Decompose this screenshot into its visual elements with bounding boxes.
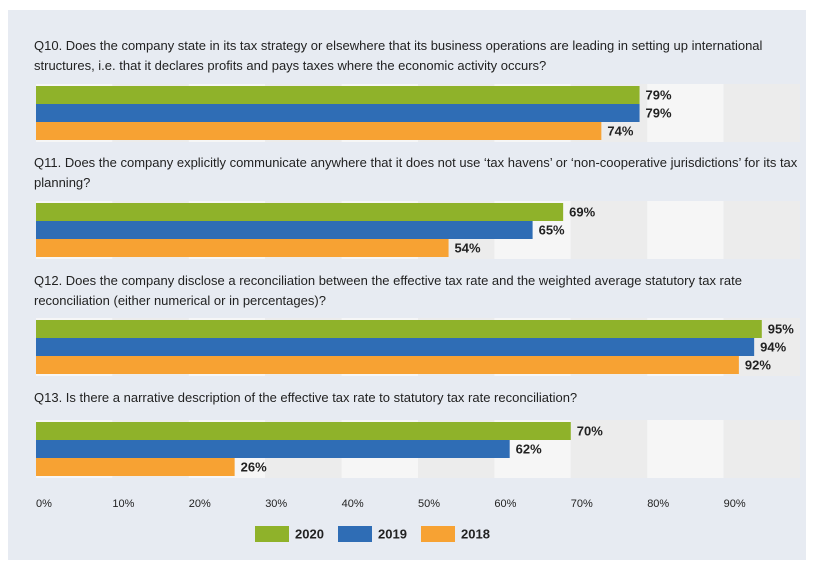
question-box: Q13. Is there a narrative description of… — [34, 390, 578, 405]
question-box: Q12. Does the company disclose a reconci… — [34, 273, 742, 308]
stripe — [570, 420, 648, 478]
value-label: 62% — [516, 441, 542, 456]
question-box: Q11. Does the company explicitly communi… — [34, 155, 798, 190]
bar — [36, 458, 235, 476]
value-label: 65% — [539, 222, 565, 237]
bar — [36, 86, 640, 104]
x-tick-label: 50% — [418, 498, 440, 510]
stripe — [723, 420, 800, 478]
question: Q10. Does the company state in its tax s… — [34, 38, 763, 73]
x-tick-label: 30% — [265, 498, 287, 510]
bar — [36, 104, 640, 122]
stripe — [647, 84, 724, 142]
bar — [36, 338, 755, 356]
bar — [36, 239, 449, 257]
legend-swatch — [255, 526, 289, 542]
x-tick-label: 20% — [189, 498, 211, 510]
x-tick-label: 0% — [36, 498, 52, 510]
value-label: 79% — [646, 87, 672, 102]
value-label: 79% — [646, 105, 672, 120]
value-label: 69% — [569, 204, 595, 219]
value-label: 54% — [455, 240, 481, 255]
question: Q12. Does the company disclose a reconci… — [34, 273, 742, 308]
x-tick-label: 70% — [571, 498, 593, 510]
x-tick-label: 90% — [724, 498, 746, 510]
stripe — [647, 201, 724, 259]
legend-label: 2020 — [295, 526, 324, 541]
legend-swatch — [338, 526, 372, 542]
x-tick-label: 80% — [647, 498, 669, 510]
x-tick-label: 40% — [342, 498, 364, 510]
bar — [36, 422, 571, 440]
bar — [36, 203, 564, 221]
x-tick-label: 60% — [494, 498, 516, 510]
stripe — [570, 201, 648, 259]
bar — [36, 440, 510, 458]
value-label: 70% — [577, 423, 603, 438]
x-tick-label: 10% — [112, 498, 134, 510]
question-box: Q10. Does the company state in its tax s… — [34, 38, 763, 73]
question: Q11. Does the company explicitly communi… — [34, 155, 798, 190]
question: Q13. Is there a narrative description of… — [34, 390, 578, 405]
stripe — [723, 84, 800, 142]
legend-swatch — [421, 526, 455, 542]
value-label: 94% — [760, 339, 786, 354]
legend-label: 2018 — [461, 526, 490, 541]
value-label: 92% — [745, 357, 771, 372]
bar — [36, 320, 762, 338]
bar — [36, 221, 533, 239]
value-label: 26% — [241, 459, 267, 474]
bar — [36, 356, 739, 374]
legend-label: 2019 — [378, 526, 407, 541]
stripe — [647, 420, 724, 478]
bar — [36, 122, 602, 140]
value-label: 95% — [768, 321, 794, 336]
stripe — [723, 201, 800, 259]
value-label: 74% — [607, 123, 633, 138]
